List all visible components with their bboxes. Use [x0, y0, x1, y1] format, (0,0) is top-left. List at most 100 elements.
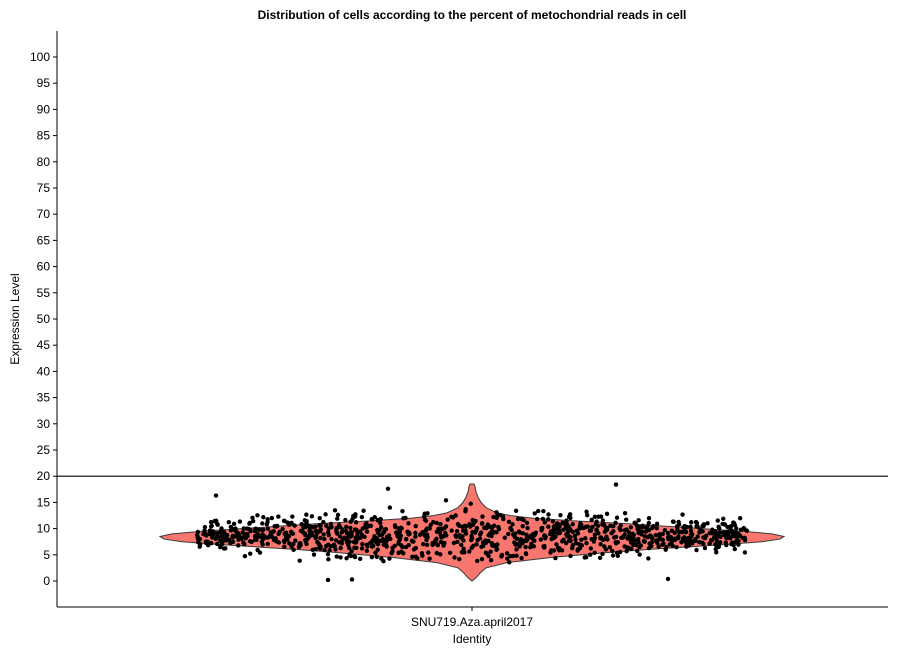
- data-point: [655, 540, 660, 546]
- data-point: [430, 542, 435, 548]
- data-point: [622, 527, 627, 533]
- data-point: [406, 532, 411, 537]
- data-point: [663, 547, 668, 552]
- data-point: [260, 542, 265, 547]
- data-point: [467, 549, 472, 554]
- data-point: [347, 552, 352, 557]
- data-point: [723, 534, 729, 540]
- data-point: [713, 546, 718, 552]
- data-point: [575, 547, 581, 552]
- data-point: [209, 523, 214, 528]
- data-point: [403, 515, 408, 521]
- data-point: [396, 550, 401, 555]
- data-point: [195, 534, 200, 540]
- data-point: [738, 516, 743, 521]
- data-point: [610, 553, 616, 558]
- data-point: [327, 548, 332, 553]
- data-point: [457, 556, 462, 562]
- data-point: [742, 550, 748, 555]
- data-point: [436, 526, 441, 531]
- data-point: [520, 531, 526, 536]
- data-point: [600, 537, 606, 543]
- data-point: [455, 539, 460, 545]
- data-point: [384, 538, 389, 543]
- data-point: [222, 546, 227, 551]
- data-point: [515, 516, 521, 522]
- data-point: [570, 529, 575, 535]
- data-point: [513, 542, 518, 547]
- data-point: [681, 525, 686, 530]
- data-point: [343, 517, 348, 523]
- data-point: [311, 552, 317, 557]
- data-point: [494, 515, 499, 520]
- y-tick-label: 80: [37, 155, 51, 169]
- data-point-outlier: [443, 498, 449, 503]
- data-point: [438, 521, 443, 527]
- data-point: [411, 547, 417, 552]
- data-point: [260, 533, 265, 538]
- data-point: [255, 547, 260, 553]
- data-point: [285, 520, 290, 525]
- data-point: [228, 528, 234, 533]
- data-point: [540, 525, 545, 531]
- data-point: [556, 548, 562, 553]
- chart-title: Distribution of cells according to the p…: [258, 8, 687, 22]
- data-point: [205, 539, 210, 544]
- data-point: [695, 534, 700, 539]
- data-point: [543, 534, 548, 539]
- data-point: [373, 550, 378, 555]
- data-point: [680, 512, 685, 517]
- data-point: [720, 521, 725, 527]
- data-point: [584, 513, 590, 518]
- data-point: [290, 514, 295, 519]
- data-point: [197, 544, 202, 549]
- data-point: [214, 531, 220, 536]
- data-point: [510, 522, 515, 527]
- data-point: [545, 517, 551, 522]
- data-point: [210, 529, 216, 534]
- data-point: [689, 531, 695, 537]
- data-point: [395, 534, 401, 539]
- data-point: [707, 541, 712, 546]
- data-point: [566, 514, 572, 520]
- data-point: [434, 550, 440, 556]
- data-point: [260, 528, 265, 533]
- data-point: [411, 539, 416, 544]
- data-point: [592, 550, 597, 556]
- data-point: [716, 533, 722, 539]
- data-point: [654, 525, 660, 531]
- data-point: [271, 537, 277, 543]
- data-point: [325, 530, 331, 535]
- data-point: [636, 540, 641, 545]
- data-point: [360, 541, 365, 547]
- data-point: [250, 518, 256, 524]
- data-point: [542, 545, 547, 550]
- y-tick-label: 0: [43, 574, 50, 588]
- plot-area: [57, 475, 888, 583]
- y-tick-label: 20: [37, 469, 51, 483]
- data-point: [553, 555, 558, 561]
- data-point: [573, 540, 579, 546]
- data-point: [315, 539, 320, 545]
- data-point: [369, 517, 375, 522]
- data-point: [713, 542, 718, 547]
- data-point: [349, 530, 354, 535]
- data-point: [236, 543, 241, 548]
- y-axis: 0 5 10 15 20 25 30 35 40 45 50 55 60 65 70 75 80 85 90 95 10…: [30, 31, 58, 607]
- data-point: [413, 523, 418, 529]
- data-point: [419, 531, 424, 536]
- data-point: [334, 554, 339, 559]
- data-point: [676, 534, 681, 539]
- data-point: [445, 517, 450, 522]
- data-point: [383, 542, 389, 548]
- data-point: [533, 530, 539, 535]
- data-point: [688, 524, 693, 529]
- data-point: [679, 529, 684, 535]
- data-point: [285, 537, 290, 542]
- data-point: [705, 521, 710, 526]
- data-point: [477, 536, 483, 541]
- data-point: [690, 539, 695, 544]
- data-point: [558, 513, 563, 518]
- data-point: [635, 527, 640, 532]
- data-point: [572, 533, 578, 539]
